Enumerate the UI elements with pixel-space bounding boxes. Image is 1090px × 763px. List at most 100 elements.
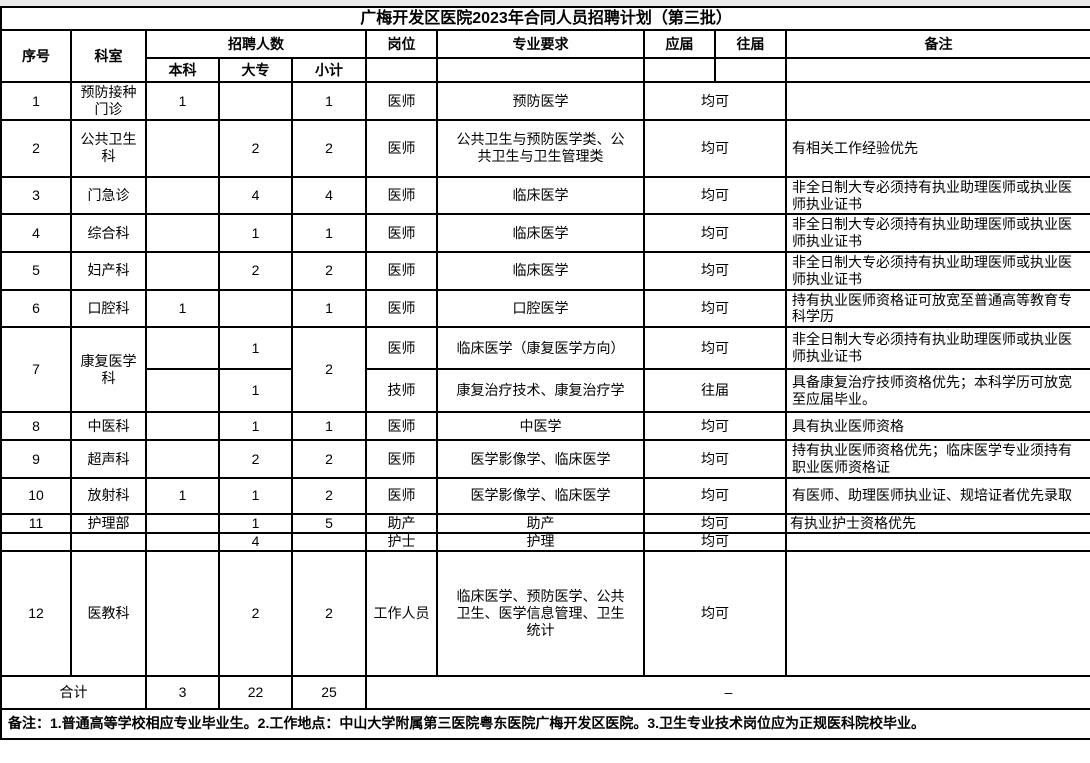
cell-remarks	[784, 549, 1090, 677]
cell-bachelor	[145, 531, 220, 552]
total-label: 合计	[0, 674, 147, 710]
cell-bachelor	[145, 175, 220, 216]
cell-graduate: 往届	[643, 368, 787, 414]
cell-major: 医学影像学、临床医学	[436, 439, 645, 479]
table-row: 4 综合科 1 1 医师 临床医学 均可 非全日制大专必须持有执业助理医师或执业…	[0, 213, 1090, 253]
cell-remarks: 有医师、助理医师执业证、规培证者优先录取	[784, 476, 1090, 515]
cell-subtotal: 2	[291, 326, 367, 414]
cell-major: 护理	[436, 531, 645, 552]
header-row-1: 序号 科室 招聘人数 岗位 专业要求 应届 往届 备注	[0, 29, 1090, 84]
col-header-remarks: 备注	[784, 29, 1090, 60]
table-row: 4 护士 护理 均可	[0, 531, 1090, 552]
col-header-department: 科室	[70, 29, 147, 84]
cell-serial: 3	[0, 175, 72, 216]
cell-bachelor	[145, 411, 220, 442]
cell-subtotal: 1	[291, 288, 367, 329]
cell-position: 医师	[365, 326, 438, 371]
cell-bachelor	[145, 250, 220, 291]
cell-subtotal: 2	[291, 476, 367, 515]
table-row: 11 护理部 1 5 助产 助产 均可 有执业护士资格优先	[0, 512, 1090, 534]
total-bachelor: 3	[145, 674, 220, 710]
cell-remarks: 持有执业医师资格优先；临床医学专业须持有职业医师资格证	[784, 439, 1090, 479]
cell-college: 4	[218, 531, 293, 552]
cell-graduate: 均可	[643, 175, 787, 216]
cell-subtotal: 2	[291, 439, 367, 479]
table-row: 7 康复医学科 1 2 医师 临床医学（康复医学方向） 均可 非全日制大专必须持…	[0, 326, 1090, 414]
cell-serial: 5	[0, 250, 72, 291]
cell-major: 临床医学	[436, 213, 645, 253]
cell-major: 临床医学	[436, 250, 645, 291]
cell-graduate: 均可	[643, 476, 787, 515]
table-row: 6 口腔科 1 1 医师 口腔医学 均可 持有执业医师资格证可放宽至普通高等教育…	[0, 288, 1090, 329]
cell-remarks: 非全日制大专必须持有执业助理医师或执业医师执业证书	[784, 250, 1090, 291]
table-row: 12 医教科 2 2 工作人员 临床医学、预防医学、公共卫生、医学信息管理、卫生…	[0, 549, 1090, 677]
total-subtotal: 25	[291, 674, 367, 710]
cell-graduate: 均可	[643, 250, 787, 291]
table-row: 10 放射科 1 1 2 医师 医学影像学、临床医学 均可 有医师、助理医师执业…	[0, 476, 1090, 515]
col-header-bachelor: 本科	[145, 57, 220, 84]
cell-department: 预防接种门诊	[70, 81, 147, 121]
cell-bachelor	[145, 549, 220, 677]
top-strip	[0, 0, 1090, 6]
cell-serial: 6	[0, 288, 72, 329]
cell-bachelor	[145, 213, 220, 253]
cell-college: 2	[218, 118, 293, 178]
cell-position: 助产	[365, 512, 438, 534]
table-row: 2 公共卫生科 2 2 医师 公共卫生与预防医学类、公共卫生与卫生管理类 均可 …	[0, 118, 1090, 178]
cell-graduate: 均可	[643, 411, 787, 442]
cell-major: 中医学	[436, 411, 645, 442]
header-empty-cell	[784, 57, 1090, 84]
table-row: 1 技师 康复治疗技术、康复治疗学 往届 具备康复治疗技师资格优先；本科学历可放…	[1, 368, 1090, 414]
cell-department: 公共卫生科	[70, 118, 147, 178]
total-college: 22	[218, 674, 293, 710]
cell-position: 工作人员	[365, 549, 438, 677]
table-row: 9 超声科 2 2 医师 医学影像学、临床医学 均可 持有执业医师资格优先；临床…	[0, 439, 1090, 479]
cell-serial	[0, 531, 72, 552]
cell-remarks: 非全日制大专必须持有执业助理医师或执业医师执业证书	[784, 213, 1090, 253]
cell-graduate: 均可	[643, 288, 787, 329]
cell-remarks: 具备康复治疗技师资格优先；本科学历可放宽至应届毕业。	[784, 368, 1090, 414]
header-empty-cell	[365, 57, 438, 84]
cell-department: 妇产科	[70, 250, 147, 291]
col-header-subtotal: 小计	[291, 57, 367, 84]
cell-major: 临床医学、预防医学、公共卫生、医学信息管理、卫生统计	[436, 549, 645, 677]
cell-department: 门急诊	[70, 175, 147, 216]
col-header-previous: 往届	[714, 29, 787, 60]
table-row: 5 妇产科 2 2 医师 临床医学 均可 非全日制大专必须持有执业助理医师或执业…	[0, 250, 1090, 291]
cell-remarks: 持有执业医师资格证可放宽至普通高等教育专科学历	[784, 288, 1090, 329]
col-header-fresh: 应届	[643, 29, 716, 60]
col-header-serial: 序号	[0, 29, 72, 84]
cell-bachelor	[145, 368, 220, 414]
cell-major: 预防医学	[436, 81, 645, 121]
title-row: 广梅开发区医院2023年合同人员招聘计划（第三批）	[0, 5, 1090, 32]
cell-bachelor	[145, 512, 220, 534]
col-header-major: 专业要求	[436, 29, 645, 60]
cell-serial: 8	[0, 411, 72, 442]
cell-serial: 12	[0, 549, 72, 677]
cell-college: 2	[218, 549, 293, 677]
cell-department: 放射科	[70, 476, 147, 515]
cell-college: 4	[218, 175, 293, 216]
cell-graduate: 均可	[643, 81, 787, 121]
cell-remarks: 非全日制大专必须持有执业助理医师或执业医师执业证书	[784, 175, 1090, 216]
cell-college: 1	[218, 512, 293, 534]
cell-college: 1	[218, 368, 293, 414]
header-empty-cell	[714, 57, 787, 84]
cell-graduate: 均可	[643, 439, 787, 479]
cell-position: 医师	[365, 439, 438, 479]
cell-college	[218, 288, 293, 329]
cell-department	[70, 531, 147, 552]
total-row: 合计 3 22 25 –	[0, 674, 1090, 710]
cell-major: 医学影像学、临床医学	[436, 476, 645, 515]
cell-subtotal: 1	[291, 81, 367, 121]
cell-bachelor	[145, 118, 220, 178]
cell-graduate: 均可	[643, 213, 787, 253]
footnote: 备注：1.普通高等学校相应专业毕业生。2.工作地点：中山大学附属第三医院粤东医院…	[0, 707, 1090, 740]
col-header-recruit-count: 招聘人数	[145, 29, 367, 60]
cell-remarks: 有执业护士资格优先	[784, 512, 1090, 534]
cell-remarks: 具有执业医师资格	[784, 411, 1090, 442]
cell-serial: 4	[0, 213, 72, 253]
cell-graduate: 均可	[643, 118, 787, 178]
cell-major: 口腔医学	[436, 288, 645, 329]
cell-department: 超声科	[70, 439, 147, 479]
